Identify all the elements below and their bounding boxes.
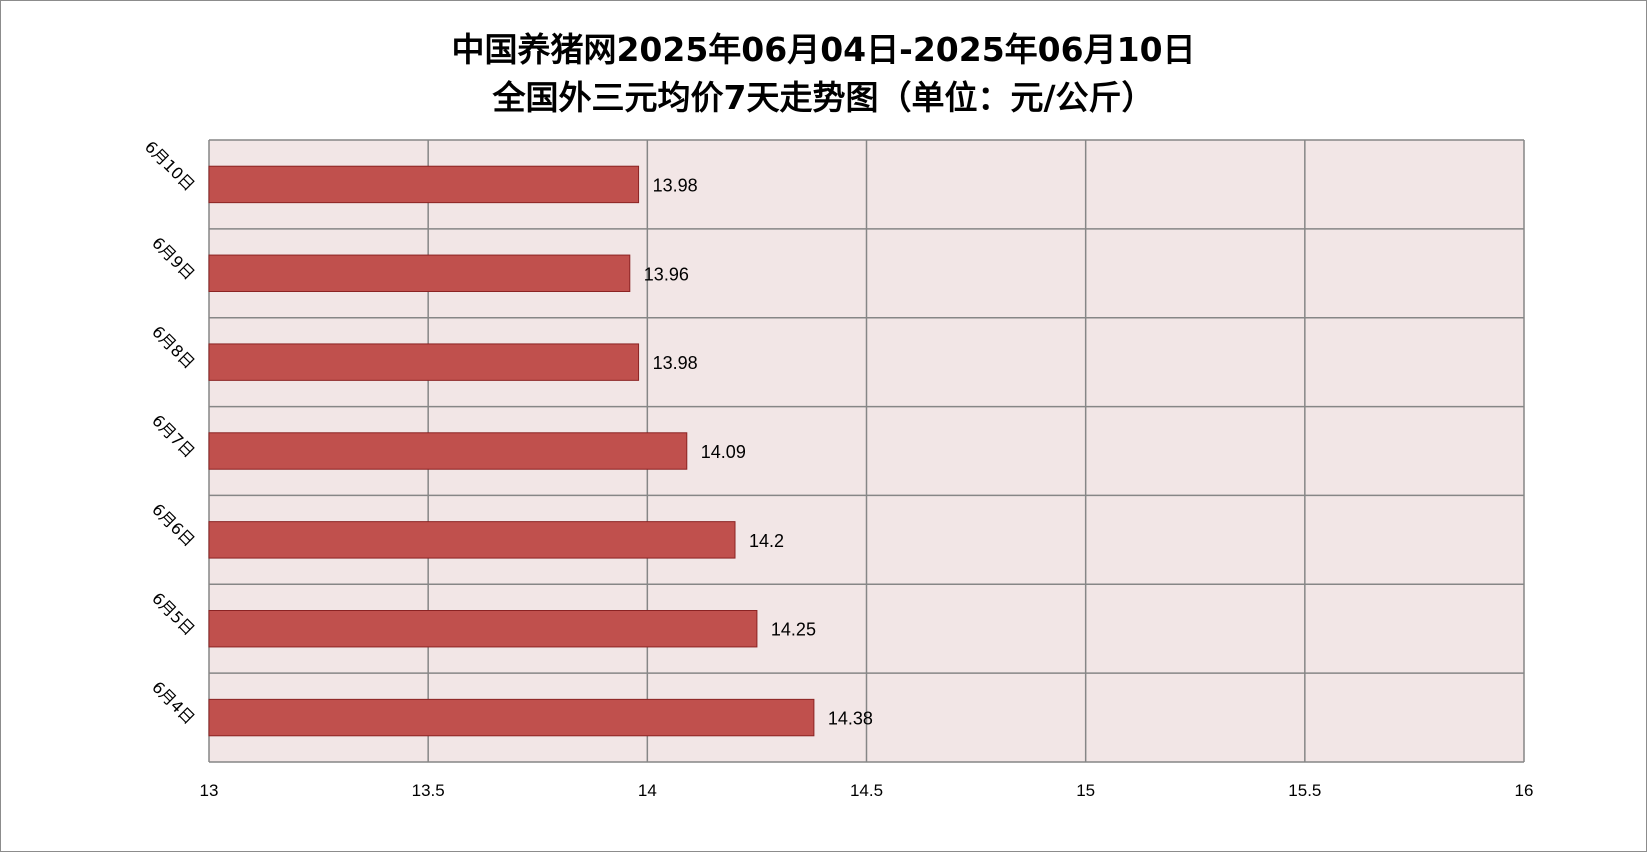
data-label: 14.09 — [701, 442, 746, 462]
data-label: 13.96 — [644, 264, 689, 284]
category-label: 6月10日 — [141, 137, 199, 195]
x-axis-tick-labels: 13 13.5 14 14.5 15 15.5 16 — [200, 781, 1534, 800]
x-tick-label: 15.5 — [1288, 781, 1321, 800]
x-tick-label: 13 — [200, 781, 219, 800]
category-label: 6月5日 — [148, 589, 198, 639]
chart-title: 中国养猪网2025年06月04日-2025年06月10日 全国外三元均价7天走势… — [0, 26, 1647, 122]
chart-title-line2: 全国外三元均价7天走势图（单位：元/公斤） — [492, 78, 1155, 117]
x-tick-label: 15 — [1076, 781, 1095, 800]
bar — [208, 432, 688, 470]
category-label: 6月8日 — [148, 322, 198, 372]
bar — [208, 609, 758, 648]
y-axis-category-labels: 6月10日 6月9日 6月8日 6月7日 6月6日 6月5日 6月4日 — [141, 137, 199, 728]
data-label: 14.25 — [771, 620, 816, 640]
x-tick-label: 13.5 — [412, 781, 445, 800]
data-label: 13.98 — [653, 353, 698, 373]
x-tick-label: 14.5 — [850, 781, 883, 800]
bar — [208, 521, 736, 559]
category-label: 6月7日 — [148, 411, 198, 461]
bar — [208, 165, 640, 204]
chart-title-line1: 中国养猪网2025年06月04日-2025年06月10日 — [451, 30, 1196, 69]
bar — [208, 698, 815, 737]
x-tick-label: 14 — [638, 781, 657, 800]
bar — [208, 254, 631, 293]
data-label: 13.98 — [653, 175, 698, 195]
bars — [208, 165, 815, 737]
x-tick-label: 16 — [1515, 781, 1534, 800]
category-label: 6月6日 — [148, 500, 198, 550]
category-label: 6月9日 — [148, 233, 198, 283]
bar — [208, 343, 640, 381]
category-label: 6月4日 — [148, 678, 198, 728]
data-labels: 13.98 13.96 13.98 14.09 14.2 14.25 14.38 — [644, 175, 873, 728]
data-label: 14.2 — [749, 531, 784, 551]
data-label: 14.38 — [828, 709, 873, 729]
